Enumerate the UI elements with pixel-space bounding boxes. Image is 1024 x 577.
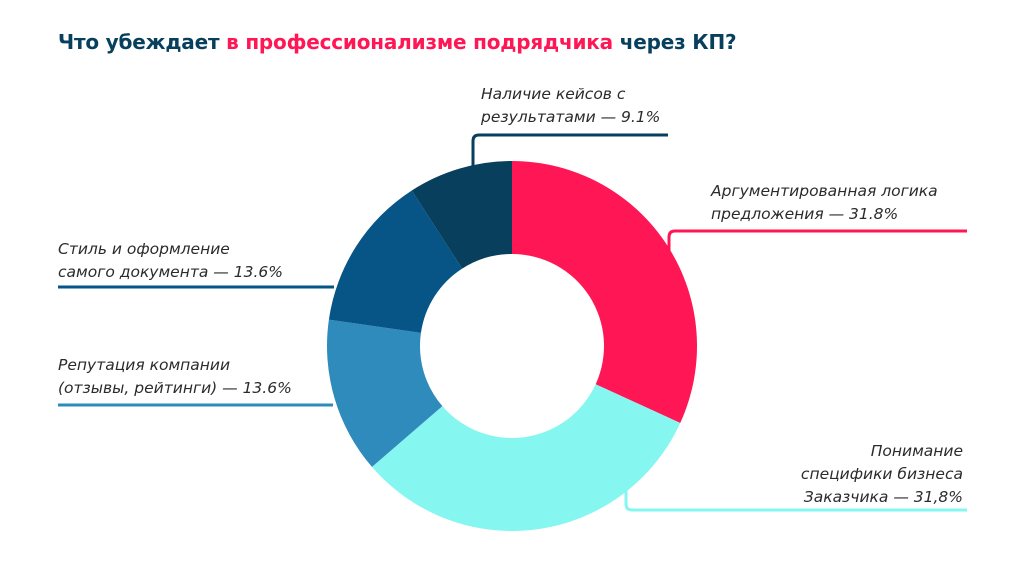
donut-slice-3 xyxy=(327,319,443,467)
slice-label-line: самого документа — 13.6% xyxy=(58,263,283,281)
slice-label-line: Стиль и оформление xyxy=(58,240,230,258)
slice-label-line: Репутация компании xyxy=(58,356,230,374)
donut-slice-4 xyxy=(328,190,463,333)
slice-label-3: Репутация компании (отзывы, рейтинги) — 1… xyxy=(58,356,292,397)
title-part-main: Что убеждает xyxy=(58,30,227,54)
callout-line-2 xyxy=(624,488,967,512)
slice-label-line: (отзывы, рейтинги) — 13.6% xyxy=(58,379,292,397)
title-part-accent: в профессионализме подрядчика xyxy=(226,30,613,54)
slice-label-1: Аргументированная логика предложения — 31… xyxy=(710,182,938,223)
slice-label-line: результатами — 9.1% xyxy=(480,108,660,126)
title-part-end: через КП? xyxy=(612,30,737,54)
callout-line-1 xyxy=(667,229,967,256)
slice-label-line: специфики бизнеса xyxy=(801,465,963,483)
donut-slice-5 xyxy=(411,161,512,269)
slice-label-line: предложения — 31.8% xyxy=(711,205,898,223)
slice-label-line: Заказчика — 31,8% xyxy=(804,488,963,506)
chart-title: Что убеждает в профессионализме подрядчи… xyxy=(58,30,737,54)
slice-label-4: Стиль и оформление самого документа — 13.… xyxy=(58,240,283,281)
slice-label-line: Аргументированная логика xyxy=(710,182,938,200)
slice-label-5: Наличие кейсов с результатами — 9.1% xyxy=(480,85,660,126)
donut-slice-2 xyxy=(371,384,681,531)
callout-line-5 xyxy=(471,133,668,170)
slice-label-2: Понимание специфики бизнеса Заказчика — 31… xyxy=(801,442,963,506)
slice-label-line: Наличие кейсов с xyxy=(481,85,626,103)
slice-label-line: Понимание xyxy=(871,442,963,460)
donut-slice-1 xyxy=(512,161,697,423)
